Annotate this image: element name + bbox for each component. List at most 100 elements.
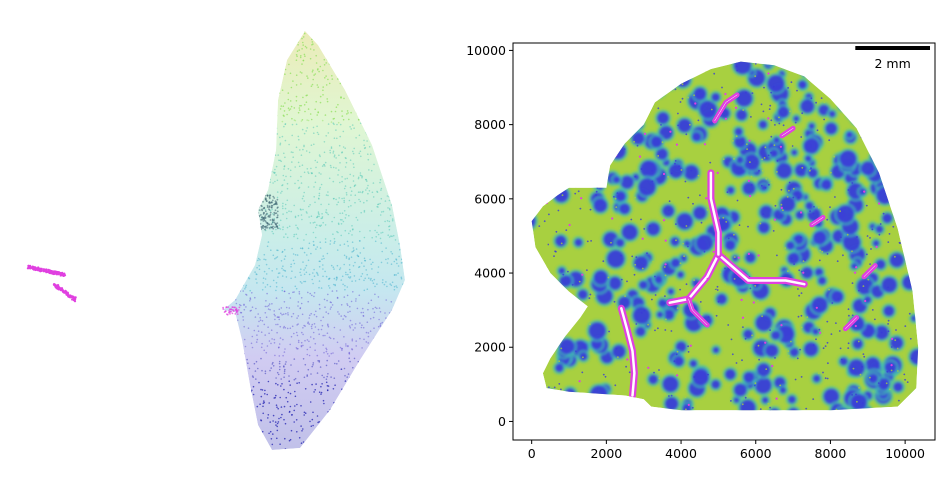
embedding-point	[284, 207, 287, 210]
embedding-point	[225, 302, 227, 304]
embedding-point	[393, 106, 396, 109]
tissue-speckle	[804, 398, 807, 401]
embedding-point	[300, 120, 303, 122]
embedding-point	[358, 118, 360, 121]
embedding-point	[310, 172, 313, 174]
embedding-point	[324, 114, 327, 116]
embedding-point	[340, 402, 343, 404]
lobule-core	[758, 120, 768, 129]
tissue-speckle	[610, 241, 612, 244]
embedding-point	[317, 446, 320, 449]
embedding-point	[384, 144, 387, 147]
tissue-speckle	[869, 203, 872, 206]
tissue-speckle	[896, 430, 898, 432]
embedding-point	[350, 51, 353, 54]
tissue-speckle	[579, 207, 582, 210]
lobule-core	[508, 278, 519, 289]
embedding-island-point	[70, 295, 74, 298]
embedding-point	[351, 348, 354, 351]
embedding-point	[234, 298, 237, 301]
tissue-speckle	[908, 233, 910, 236]
embedding-point	[236, 250, 239, 252]
embedding-point	[296, 324, 298, 326]
embedding-point	[379, 237, 382, 240]
embedding-point	[361, 436, 364, 438]
embedding-point	[273, 67, 275, 69]
embedding-point	[288, 109, 291, 111]
tissue-speckle	[762, 213, 765, 216]
embedding-point	[229, 45, 232, 48]
embedding-point	[221, 50, 223, 52]
embedding-point	[375, 338, 377, 341]
embedding-point	[251, 389, 253, 392]
embedding-point	[336, 297, 339, 299]
embedding-point	[240, 240, 243, 243]
tissue-speckle	[931, 397, 933, 399]
embedding-point	[354, 323, 357, 325]
tissue-speckle	[529, 328, 531, 330]
embedding-point	[309, 401, 312, 403]
embedding-point	[384, 65, 386, 68]
embedding-point	[376, 409, 378, 412]
tissue-speckle	[724, 267, 726, 270]
embedding-point	[245, 293, 247, 296]
lobule-core	[574, 97, 589, 112]
tissue-speckle	[643, 65, 646, 68]
lobule-core	[567, 133, 578, 143]
tissue-speckle	[877, 78, 880, 80]
embedding-point	[254, 316, 257, 318]
embedding-point	[345, 271, 347, 274]
embedding-point	[395, 46, 398, 49]
tissue-speckle	[533, 205, 536, 207]
embedding-point	[266, 226, 269, 229]
tissue-speckle	[520, 101, 522, 103]
embedding-point	[395, 353, 398, 356]
tissue-speckle	[597, 96, 600, 99]
tissue-speckle	[759, 408, 762, 410]
embedding-point	[356, 254, 359, 257]
embedding-point	[408, 189, 410, 191]
embedding-point	[235, 332, 237, 334]
embedding-island-point	[52, 283, 56, 286]
embedding-point	[261, 107, 264, 110]
embedding-point	[371, 345, 374, 347]
embedding-point	[327, 411, 329, 413]
embedding-point	[369, 279, 372, 281]
embedding-point	[367, 153, 369, 155]
tissue-speckle	[668, 255, 670, 258]
tissue-speckle	[685, 133, 688, 136]
tissue-speckle	[553, 65, 555, 68]
embedding-point	[409, 336, 411, 338]
embedding-point	[352, 432, 355, 435]
embedding-point	[232, 68, 234, 71]
embedding-point	[259, 445, 261, 448]
embedding-point	[402, 204, 404, 206]
embedding-point	[324, 306, 326, 309]
lobule-halo	[506, 414, 525, 433]
embedding-point	[266, 112, 269, 114]
embedding-point	[223, 418, 224, 421]
lobule-halo	[518, 340, 531, 353]
tissue-speckle	[713, 72, 716, 75]
embedding-point	[343, 296, 346, 298]
embedding-point	[336, 296, 339, 299]
embedding-point	[390, 315, 393, 317]
embedding-point	[404, 416, 405, 419]
embedding-point	[234, 223, 237, 225]
lobule-core	[803, 138, 820, 154]
tissue-speckle	[552, 336, 554, 339]
tissue-speckle	[913, 386, 915, 389]
embedding-point	[299, 307, 302, 309]
embedding-point	[332, 166, 335, 169]
embedding-point	[313, 323, 316, 325]
lobule-core	[521, 199, 530, 208]
embedding-point	[245, 256, 248, 259]
tissue-speckle	[613, 195, 615, 198]
lobule-core	[585, 102, 596, 113]
embedding-point	[344, 178, 347, 180]
embedding-point	[324, 161, 327, 164]
lobule-halo	[566, 72, 582, 88]
embedding-point	[223, 396, 224, 398]
lobule-halo	[591, 146, 606, 160]
embedding-point	[354, 411, 357, 414]
